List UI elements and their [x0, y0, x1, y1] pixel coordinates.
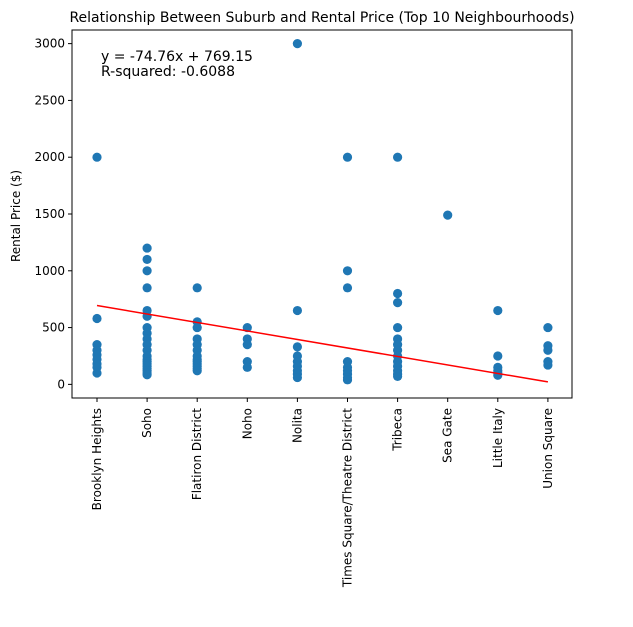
y-tick-label: 0: [57, 377, 65, 391]
regression-line: [96, 304, 549, 383]
y-tick-label: 1000: [34, 264, 65, 278]
y-axis-label: Rental Price ($): [9, 170, 23, 262]
data-point: [142, 283, 152, 293]
x-tick-label: Brooklyn Heights: [90, 408, 104, 510]
data-point: [142, 370, 152, 380]
data-point: [292, 372, 302, 383]
data-point: [342, 283, 353, 293]
x-axis: Brooklyn Heights Soho Flatiron District Noh…: [90, 398, 555, 588]
data-point: [292, 342, 302, 352]
data-point: [192, 366, 202, 376]
data-points: [92, 39, 553, 385]
y-tick-label: 3000: [34, 37, 65, 51]
data-point: [142, 266, 152, 276]
data-point: [393, 297, 403, 308]
data-point: [142, 243, 152, 253]
data-point: [142, 254, 152, 265]
data-point: [393, 322, 403, 333]
data-point: [493, 351, 503, 361]
regression-r-squared: R-squared: -0.6088: [101, 64, 235, 80]
data-point: [493, 305, 503, 316]
data-point: [92, 368, 102, 378]
data-point: [292, 305, 302, 316]
data-point: [393, 371, 403, 382]
plot-area-frame: [71, 29, 573, 399]
data-point: [342, 375, 353, 385]
x-tick-label: Noho: [240, 408, 254, 439]
data-point: [393, 152, 403, 162]
x-tick-label: Flatiron District: [190, 408, 204, 500]
data-point: [543, 360, 553, 370]
x-tick-label: Sea Gate: [441, 408, 455, 463]
regression-layer: [96, 304, 549, 383]
y-tick-label: 1500: [34, 207, 65, 221]
x-tick-label: Soho: [140, 408, 154, 438]
y-tick-label: 500: [42, 321, 65, 335]
x-tick-label: Union Square: [541, 408, 555, 489]
x-tick-label: Times Square/Theatre District: [341, 408, 355, 588]
data-point: [242, 362, 252, 372]
data-point: [543, 345, 553, 355]
x-tick-label: Tribeca: [391, 408, 405, 452]
data-point: [443, 210, 453, 220]
data-point: [192, 283, 202, 293]
data-point: [342, 152, 353, 162]
x-tick-label: Little Italy: [491, 408, 505, 468]
data-point: [342, 266, 353, 276]
y-axis: 0 500 1000 1500 2000 2500 3000: [34, 37, 72, 391]
data-point: [543, 322, 553, 333]
regression-equation: y = -74.76x + 769.15: [101, 49, 253, 65]
data-point: [92, 152, 102, 162]
data-point: [393, 288, 403, 299]
data-point: [292, 39, 302, 49]
y-tick-label: 2500: [34, 93, 65, 107]
data-point: [242, 340, 252, 350]
y-tick-label: 2000: [34, 150, 65, 164]
data-point: [192, 322, 202, 333]
x-tick-label: Nolita: [290, 408, 304, 443]
data-point: [493, 370, 503, 380]
chart-title: Relationship Between Suburb and Rental P…: [69, 10, 574, 26]
data-point: [92, 313, 102, 324]
